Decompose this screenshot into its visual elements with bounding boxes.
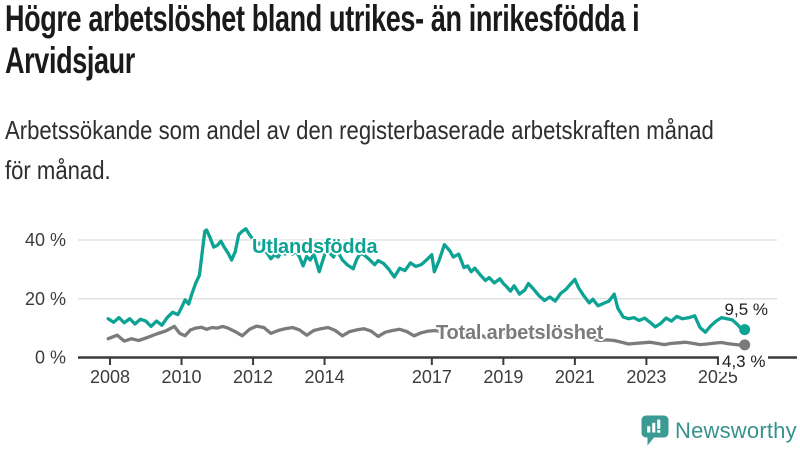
svg-text:2010: 2010: [161, 367, 201, 387]
svg-text:2025: 2025: [698, 367, 738, 387]
newsworthy-wordmark: Newsworthy: [675, 418, 797, 443]
svg-text:2023: 2023: [626, 367, 666, 387]
page-subtitle: Arbetssökande som andel av den registerb…: [5, 115, 714, 185]
svg-text:2021: 2021: [555, 367, 595, 387]
bar-chart-speech-bubble-icon: [641, 415, 669, 446]
end-value-total-arbetsloshet: 4,3 %: [719, 352, 769, 372]
series-label-total-arbetsloshet: Total arbetslöshet: [436, 322, 604, 344]
svg-text:2012: 2012: [233, 367, 273, 387]
series-label-utlandsfodda: Utlandsfödda: [252, 236, 378, 258]
end-value-utlandsfodda: 9,5 %: [724, 300, 768, 319]
svg-text:2014: 2014: [305, 367, 345, 387]
svg-text:40 %: 40 %: [25, 230, 66, 250]
page-title: Högre arbetslöshet bland utrikes- än inr…: [5, 0, 640, 81]
newsworthy-logo: Newsworthy: [641, 414, 800, 450]
svg-text:2019: 2019: [483, 367, 523, 387]
svg-text:2017: 2017: [412, 367, 452, 387]
svg-text:0 %: 0 %: [35, 348, 66, 368]
svg-text:2008: 2008: [90, 367, 130, 387]
svg-text:20 %: 20 %: [25, 289, 66, 309]
